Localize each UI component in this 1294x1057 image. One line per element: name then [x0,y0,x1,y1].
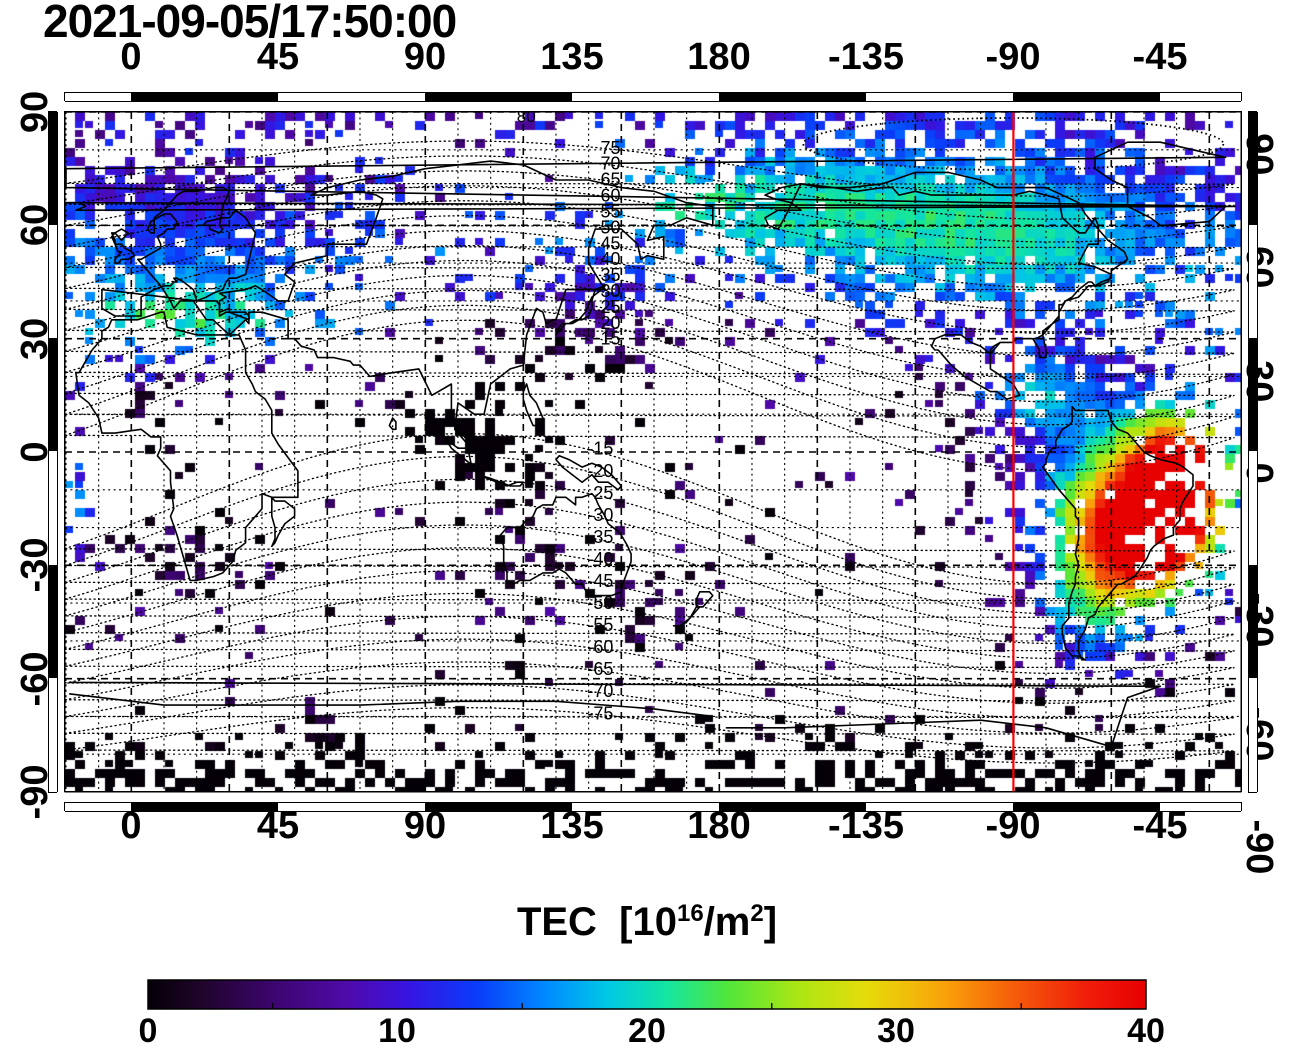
svg-text:-70: -70 [587,681,613,701]
svg-text:15: 15 [600,329,620,349]
svg-text:-40: -40 [587,549,613,569]
svg-text:-35: -35 [587,527,613,547]
svg-text:-20: -20 [587,461,613,481]
svg-text:-75: -75 [587,703,613,723]
svg-text:-45: -45 [587,571,613,591]
svg-text:80: 80 [517,107,536,126]
svg-text:-55: -55 [587,615,613,635]
svg-text:-30: -30 [587,505,613,525]
svg-text:-50: -50 [587,593,613,613]
svg-text:-15: -15 [587,439,613,459]
svg-text:-25: -25 [587,483,613,503]
svg-text:-65: -65 [587,659,613,679]
svg-text:-60: -60 [587,637,613,657]
